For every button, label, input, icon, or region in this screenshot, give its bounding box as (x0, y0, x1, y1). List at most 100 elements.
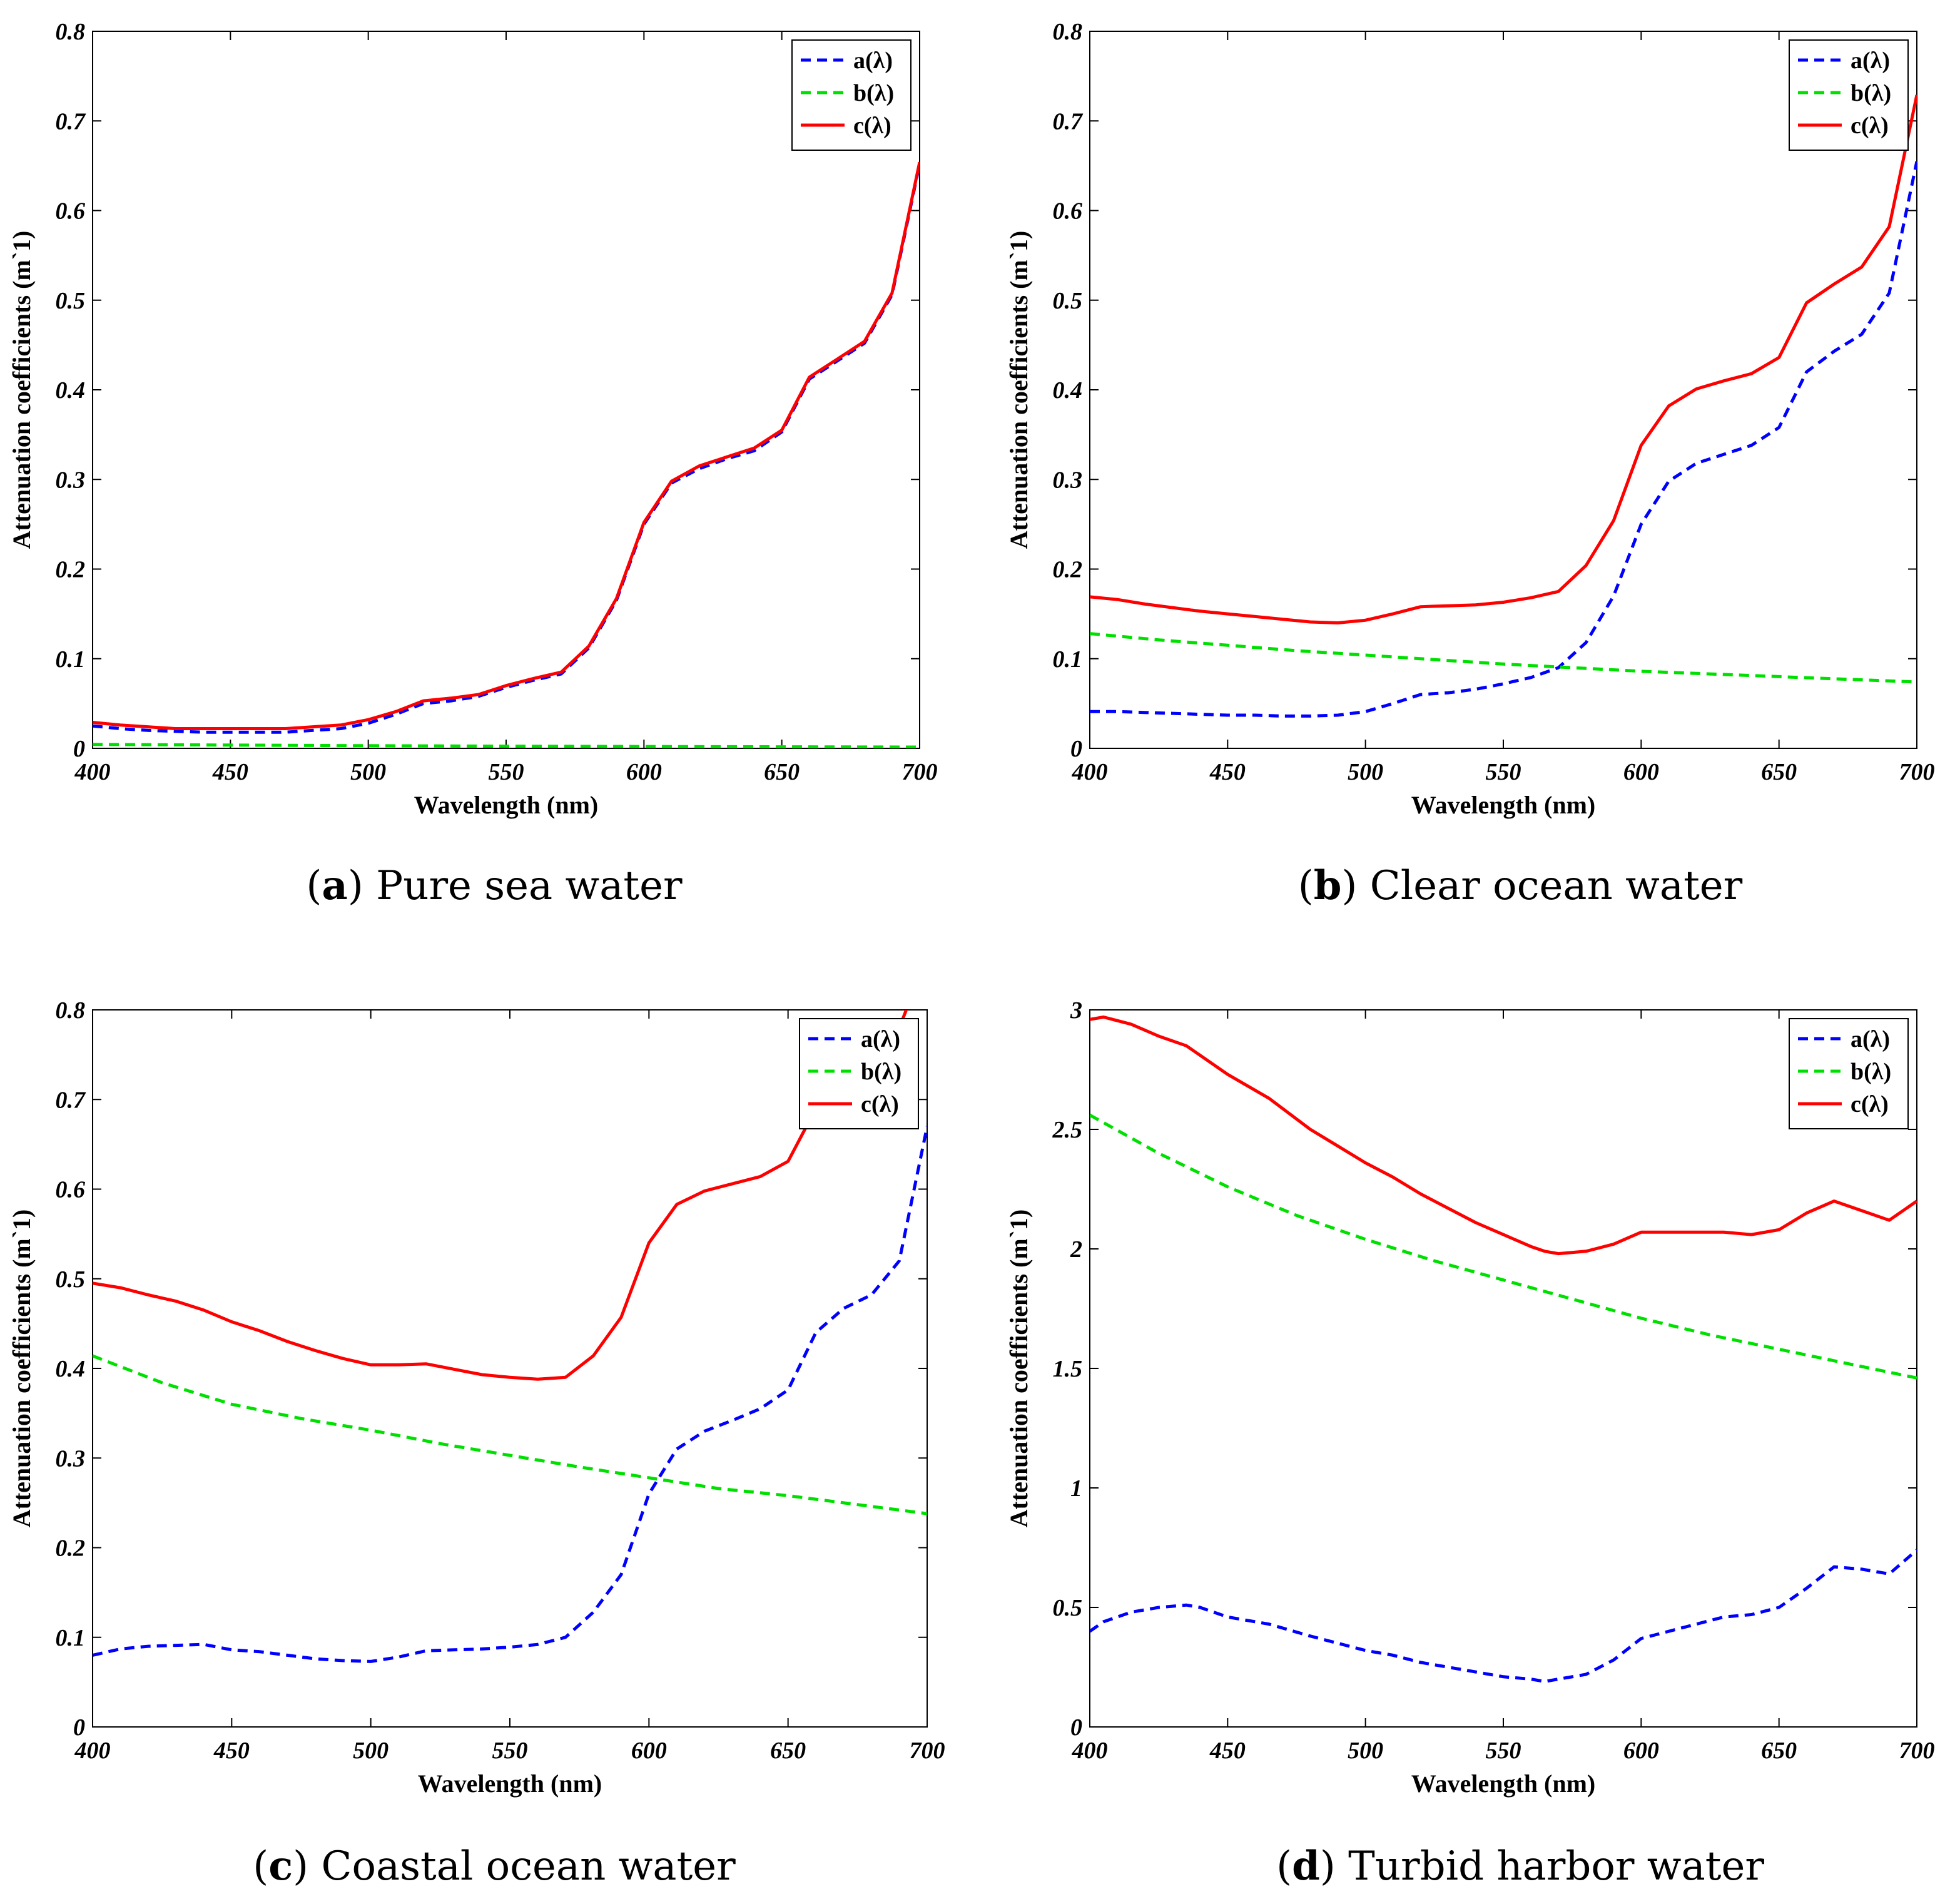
legend-box (799, 1018, 919, 1129)
x-axis-label: Wavelength (nm) (414, 791, 598, 819)
y-tick-label: 0.4 (56, 377, 86, 404)
x-axis-label: Wavelength (nm) (418, 1769, 602, 1798)
x-tick-label: 600 (626, 759, 662, 785)
y-tick-label: 0.6 (56, 198, 86, 225)
x-tick-label: 500 (1348, 1738, 1383, 1764)
x-tick-label: 650 (1761, 1738, 1797, 1764)
caption-d: (d) Turbid harbor water (1276, 1843, 1764, 1890)
y-tick-label: 0.3 (1053, 467, 1083, 493)
series-line-c (93, 1010, 908, 1381)
y-axis-label: Attenuation coefficients (m`1) (1005, 1209, 1033, 1528)
legend-label-a: a(λ) (853, 48, 893, 74)
y-tick-label: 0.5 (56, 1266, 86, 1293)
y-tick-label: 0 (73, 1714, 85, 1741)
legend-label-c: c(λ) (1851, 113, 1889, 139)
x-tick-label: 400 (74, 759, 111, 785)
y-tick-label: 0 (1070, 736, 1082, 762)
x-tick-label: 650 (1761, 759, 1797, 785)
legend: a(λ) b(λ) c(λ) (1789, 1018, 1909, 1129)
y-tick-label: 0.6 (56, 1177, 86, 1203)
y-tick-label: 2.5 (1052, 1117, 1083, 1143)
legend: a(λ) b(λ) c(λ) (791, 39, 911, 151)
x-tick-label: 450 (213, 1738, 250, 1764)
chart-b: 400 450 500 550 600 650 700 0 0.1 0.2 0.3 0.4 0.5 0.6… (1005, 19, 1935, 819)
x-tick-label: 700 (1899, 759, 1935, 785)
series-line-b (1090, 1113, 1917, 1380)
y-tick-label: 0.4 (56, 1356, 86, 1382)
y-axis-label: Attenuation coefficients (m`1) (8, 231, 36, 549)
y-tick-label: 0.5 (56, 288, 86, 314)
x-tick-label: 500 (350, 759, 386, 785)
x-tick-label: 650 (764, 759, 800, 785)
x-tick-label: 450 (212, 759, 248, 785)
series-line-a (1090, 161, 1917, 718)
legend-box (791, 39, 911, 151)
x-tick-label: 700 (910, 1738, 945, 1764)
series-line-c (1090, 1016, 1917, 1256)
y-tick-label: 0.7 (56, 1087, 87, 1113)
y-tick-label: 0.3 (56, 1445, 86, 1472)
y-tick-label: 0 (73, 736, 85, 762)
legend-label-c: c(λ) (853, 113, 891, 139)
y-tick-label: 0.1 (56, 1625, 86, 1651)
series-line-a (93, 1126, 927, 1663)
x-tick-label: 400 (1072, 759, 1108, 785)
series-line-b (93, 743, 920, 748)
x-tick-label: 600 (1623, 759, 1659, 785)
y-tick-label: 0 (1070, 1714, 1082, 1741)
y-tick-label: 0.7 (1053, 108, 1084, 135)
legend-label-b: b(λ) (853, 80, 894, 106)
caption-a: (a) Pure sea water (306, 862, 683, 909)
y-tick-label: 0.2 (56, 557, 86, 583)
x-tick-label: 500 (353, 1738, 388, 1764)
caption-c: (c) Coastal ocean water (253, 1843, 736, 1890)
x-tick-label: 700 (902, 759, 938, 785)
legend-label-a: a(λ) (861, 1026, 900, 1052)
legend-box (1789, 1018, 1909, 1129)
x-tick-label: 400 (1072, 1738, 1108, 1764)
series-line-c (1090, 94, 1917, 624)
x-tick-label: 550 (1486, 759, 1521, 785)
x-tick-label: 450 (1209, 759, 1246, 785)
y-tick-label: 0.1 (56, 646, 86, 673)
legend-box (1789, 39, 1909, 151)
x-axis-label: Wavelength (nm) (1411, 791, 1595, 819)
caption-b: (b) Clear ocean water (1297, 862, 1743, 909)
x-tick-label: 650 (770, 1738, 806, 1764)
legend: a(λ) b(λ) c(λ) (1789, 39, 1909, 151)
series-line-a (93, 163, 920, 734)
y-tick-label: 0.4 (1053, 377, 1083, 404)
y-axis-label: Attenuation coefficients (m`1) (8, 1209, 36, 1528)
legend: a(λ) b(λ) c(λ) (799, 1018, 919, 1129)
y-tick-label: 0.7 (56, 108, 87, 135)
y-tick-label: 0.6 (1053, 198, 1083, 225)
y-tick-label: 2 (1070, 1236, 1082, 1263)
chart-a: 400 450 500 550 600 650 700 0 0.1 0.2 0.3 0.4 0.5 0.6… (8, 19, 938, 819)
y-tick-label: 0.2 (1053, 557, 1083, 583)
y-tick-label: 0.1 (1053, 646, 1083, 673)
legend-label-b: b(λ) (1851, 80, 1891, 106)
y-tick-label: 1.5 (1053, 1356, 1083, 1382)
x-tick-label: 600 (1623, 1738, 1659, 1764)
y-tick-label: 0.3 (56, 467, 86, 493)
series-line-b (1090, 632, 1917, 684)
y-tick-label: 0.8 (56, 19, 86, 45)
x-tick-label: 450 (1209, 1738, 1246, 1764)
x-tick-label: 400 (74, 1738, 111, 1764)
x-tick-label: 700 (1899, 1738, 1935, 1764)
series-line-b (93, 1354, 927, 1515)
x-tick-label: 500 (1348, 759, 1383, 785)
y-tick-label: 0.5 (1053, 288, 1083, 314)
y-axis-label: Attenuation coefficients (m`1) (1005, 231, 1033, 549)
legend-label-a: a(λ) (1851, 1026, 1890, 1052)
x-tick-label: 550 (489, 759, 524, 785)
series-line-c (93, 161, 920, 730)
y-tick-label: 3 (1070, 997, 1082, 1024)
x-tick-label: 600 (631, 1738, 667, 1764)
chart-d: 400 450 500 550 600 650 700 0 0.5 1 1.5 2 2.5 3 Wavele… (1005, 997, 1935, 1798)
chart-c: 400 450 500 550 600 650 700 0 0.1 0.2 0.3 0.4 0.5 0.6… (8, 997, 945, 1798)
x-tick-label: 550 (492, 1738, 528, 1764)
x-tick-label: 550 (1486, 1738, 1521, 1764)
legend-label-b: b(λ) (861, 1059, 901, 1085)
